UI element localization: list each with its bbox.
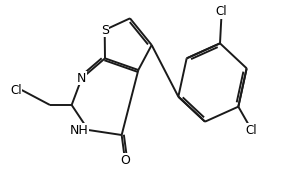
Text: Cl: Cl [216, 5, 228, 18]
Text: Cl: Cl [10, 84, 22, 97]
Text: S: S [101, 24, 109, 37]
Text: Cl: Cl [246, 124, 258, 136]
Text: NH: NH [70, 124, 88, 136]
Text: N: N [77, 72, 86, 85]
Text: O: O [120, 153, 130, 166]
